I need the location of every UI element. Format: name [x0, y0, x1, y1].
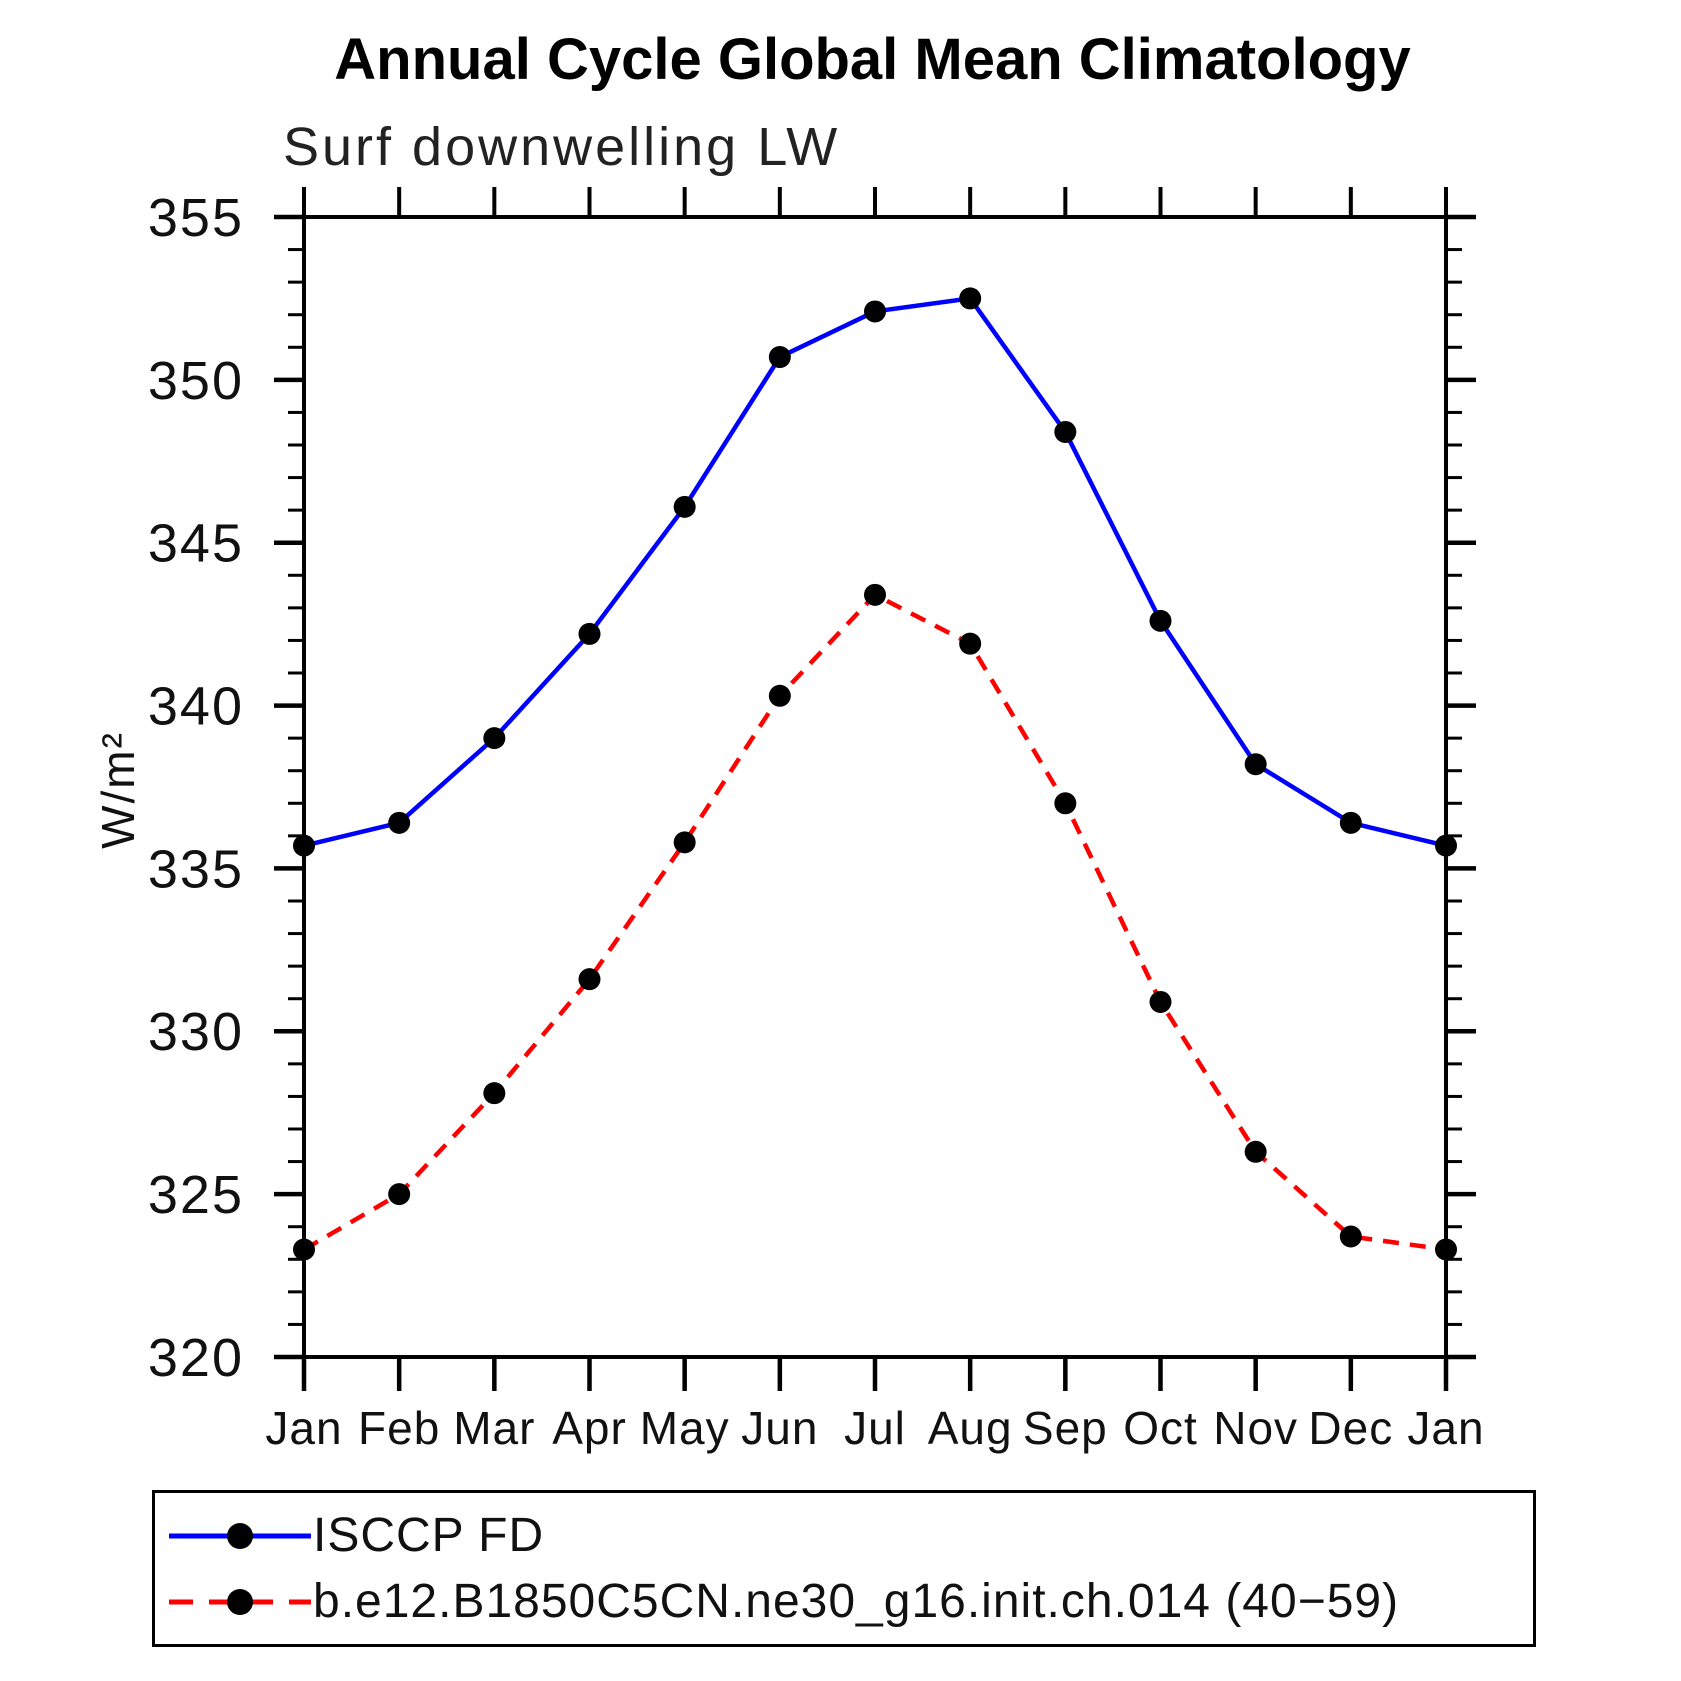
series-marker	[388, 1183, 411, 1206]
series-marker	[578, 968, 601, 991]
y-tick-label: 345	[148, 514, 244, 574]
y-tick-label: 355	[148, 188, 244, 248]
page-title: Annual Cycle Global Mean Climatology	[334, 27, 1411, 92]
series-marker	[1244, 753, 1267, 776]
series-marker	[864, 583, 886, 606]
x-tick-label: Apr	[552, 1402, 627, 1454]
series-line-1	[302, 592, 1447, 1252]
x-tick-label: Mar	[453, 1402, 535, 1454]
series-line-0	[303, 296, 1447, 848]
y-tick-label: 335	[148, 839, 244, 899]
x-tick-label: Oct	[1123, 1402, 1198, 1454]
legend-item: b.e12.B1850C5CN.ne30_g16.init.ch.014 (40…	[169, 1569, 1533, 1635]
series-marker	[959, 287, 982, 310]
series-marker	[1435, 834, 1457, 857]
legend-line-sample-icon	[169, 1588, 311, 1615]
y-tick-label: 325	[148, 1165, 244, 1225]
series-marker	[1149, 990, 1172, 1013]
x-tick-label: May	[640, 1402, 730, 1454]
legend-line-sample-icon	[169, 1522, 311, 1549]
series-marker	[768, 346, 791, 369]
x-tick-label: Aug	[928, 1402, 1013, 1454]
plot-frame	[302, 215, 1448, 1359]
y-tick-label: 350	[148, 351, 244, 411]
series-marker	[1339, 1225, 1362, 1248]
x-tick-label: Jan	[1407, 1402, 1484, 1454]
series-marker	[1054, 420, 1077, 443]
series-marker	[673, 831, 696, 854]
series-marker	[864, 300, 886, 323]
series-marker	[293, 834, 315, 857]
series-marker	[1054, 792, 1077, 815]
series-marker	[388, 811, 411, 834]
series-marker	[578, 622, 601, 645]
legend-label: b.e12.B1850C5CN.ne30_g16.init.ch.014 (40…	[313, 1575, 1400, 1628]
x-tick-label: Nov	[1213, 1402, 1298, 1454]
x-tick-label: Jul	[844, 1402, 906, 1454]
y-tick-label: 340	[148, 676, 244, 736]
legend-item: ISCCP FD	[169, 1503, 1533, 1569]
legend: ISCCP FD b.e12.B1850C5CN.ne30_g16.init.c…	[152, 1490, 1536, 1647]
series-marker	[673, 495, 696, 518]
x-tick-label: Feb	[358, 1402, 440, 1454]
series-marker	[483, 1082, 506, 1105]
series-marker	[483, 727, 506, 750]
series-marker	[293, 1238, 315, 1261]
series-marker	[768, 684, 791, 707]
series-marker	[1435, 1238, 1457, 1261]
series-marker	[1339, 811, 1362, 834]
series-marker	[1149, 609, 1172, 632]
x-tick-label: Jan	[265, 1402, 342, 1454]
y-tick-label: 320	[148, 1328, 244, 1388]
chart-subtitle: Surf downwelling LW	[283, 117, 841, 177]
series-marker	[959, 632, 982, 655]
x-tick-label: Sep	[1023, 1402, 1108, 1454]
legend-label: ISCCP FD	[313, 1509, 545, 1562]
series-marker	[1244, 1140, 1267, 1163]
x-tick-label: Dec	[1308, 1402, 1393, 1454]
x-tick-label: Jun	[741, 1402, 818, 1454]
y-tick-label: 330	[148, 1002, 244, 1062]
